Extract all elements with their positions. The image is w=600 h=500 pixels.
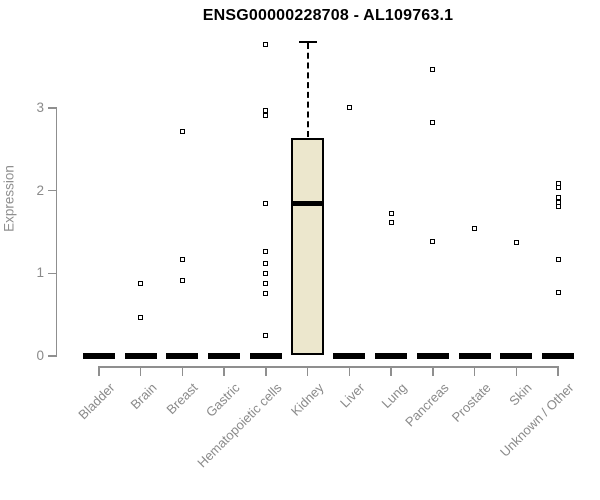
collapsed-box bbox=[166, 353, 199, 359]
outlier-point bbox=[179, 278, 185, 284]
outlier-point bbox=[138, 280, 144, 286]
outlier-point bbox=[430, 238, 436, 244]
x-tick bbox=[390, 367, 392, 376]
outlier-point bbox=[263, 248, 269, 254]
outlier-point bbox=[472, 226, 478, 232]
collapsed-box bbox=[500, 353, 533, 359]
collapsed-box bbox=[83, 353, 115, 359]
collapsed-box bbox=[375, 353, 408, 359]
x-axis-line bbox=[98, 366, 560, 368]
outlier-point bbox=[263, 332, 269, 338]
outlier-point bbox=[388, 220, 394, 226]
chart-title: ENSG00000228708 - AL109763.1 bbox=[202, 7, 454, 24]
outlier-point bbox=[263, 260, 269, 266]
x-tick bbox=[265, 367, 267, 376]
outlier-point bbox=[138, 315, 144, 321]
y-tick bbox=[48, 189, 57, 192]
outlier-point bbox=[430, 67, 436, 73]
y-axis-line bbox=[55, 107, 57, 357]
outlier-point bbox=[263, 270, 269, 276]
y-tick-label: 0 bbox=[36, 348, 44, 363]
collapsed-box bbox=[124, 353, 157, 359]
box bbox=[291, 137, 325, 356]
x-tick bbox=[473, 367, 476, 376]
y-tick bbox=[48, 107, 57, 109]
x-tick bbox=[557, 367, 559, 376]
y-tick bbox=[48, 355, 57, 357]
outlier-point bbox=[555, 184, 561, 190]
collapsed-box bbox=[542, 353, 575, 359]
whisker-cap bbox=[298, 40, 317, 44]
outlier-point bbox=[555, 203, 561, 209]
outlier-point bbox=[263, 112, 269, 118]
outlier-point bbox=[263, 41, 269, 47]
outlier-point bbox=[388, 211, 394, 217]
outlier-point bbox=[513, 240, 519, 246]
collapsed-box bbox=[416, 353, 449, 359]
outlier-point bbox=[263, 280, 269, 286]
collapsed-box bbox=[333, 353, 366, 359]
outlier-point bbox=[263, 107, 269, 113]
outlier-point bbox=[179, 128, 185, 134]
x-tick bbox=[139, 367, 142, 376]
x-tick bbox=[306, 367, 309, 376]
collapsed-box bbox=[458, 353, 491, 359]
outlier-point bbox=[346, 105, 352, 111]
outlier-point bbox=[555, 256, 561, 262]
y-tick-label: 1 bbox=[36, 265, 44, 281]
x-tick bbox=[515, 367, 518, 376]
outlier-point bbox=[263, 200, 269, 206]
x-tick bbox=[348, 367, 351, 376]
outlier-point bbox=[555, 289, 561, 295]
x-tick bbox=[98, 367, 100, 376]
outlier-point bbox=[179, 256, 185, 262]
x-tick bbox=[432, 367, 434, 376]
y-tick-label: 3 bbox=[36, 99, 44, 115]
collapsed-box bbox=[208, 353, 241, 359]
median-line bbox=[291, 200, 325, 206]
whisker-line bbox=[306, 42, 309, 137]
outlier-point bbox=[555, 194, 561, 200]
x-tick bbox=[223, 367, 225, 376]
outlier-point bbox=[263, 290, 269, 296]
y-tick-label: 2 bbox=[36, 182, 44, 198]
outlier-point bbox=[430, 120, 436, 126]
y-tick bbox=[48, 272, 57, 275]
x-tick bbox=[181, 367, 184, 376]
collapsed-box bbox=[249, 353, 282, 359]
